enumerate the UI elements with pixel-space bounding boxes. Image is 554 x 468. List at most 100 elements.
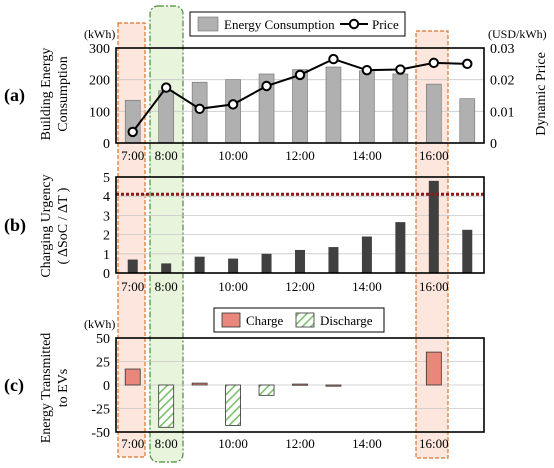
price-point [294, 69, 306, 81]
panel-c-y-axis-title-line2: to EVs [56, 369, 71, 408]
panel-c-y-tick-label: -50 [91, 426, 110, 441]
panel-b-plot-frame [115, 176, 485, 274]
panel-a-chart: 0 100 200 300 0 0.01 0.02 0.03 (kWh) (USD/kWh) (a)… [4, 11, 549, 163]
panel-a-y2-tick-label: 0.02 [490, 74, 515, 89]
panel-a-y2-tick-label: 0 [490, 137, 497, 152]
legend-swatch-charge [221, 312, 241, 328]
panel-a-y-tick-label: 100 [89, 105, 110, 120]
urgency-bar [395, 222, 406, 273]
urgency-bar [194, 256, 205, 273]
panel-a-x-tick-label: 14:00 [352, 148, 382, 163]
panel-c-x-tick-label: 16:00 [419, 436, 449, 451]
panel-b-y-axis-title: Charging Urgency [39, 174, 54, 277]
price-point [361, 64, 373, 76]
panel-b-y-axis-title-line2: ( ΔSoC / ΔT ) [56, 187, 71, 264]
panel-a-y2-unit: (USD/kWh) [488, 27, 547, 41]
price-point [462, 58, 473, 70]
urgency-bar [261, 253, 272, 273]
panel-a-x-tick-label: 7:00 [121, 148, 144, 163]
legend-swatch-consumption [197, 16, 219, 32]
urgency-bar [428, 180, 439, 273]
highlight-7am [117, 22, 146, 458]
panel-c-label: (c) [4, 375, 24, 396]
price-point [194, 103, 205, 115]
legend-label-price: Price [372, 17, 399, 32]
price-point [227, 99, 239, 110]
panel-a-y-tick-label: 300 [89, 42, 110, 57]
legend-label-discharge: Discharge [320, 313, 373, 328]
legend-label-charge: Charge [246, 313, 284, 328]
discharge-bar [225, 384, 241, 426]
urgency-bar [161, 263, 172, 273]
panel-b-y-tick-label: 3 [103, 209, 110, 224]
urgency-bar [328, 247, 339, 273]
consumption-bar [158, 90, 174, 144]
panel-a-y2-tick-label: 0.01 [490, 105, 515, 120]
panel-c-y-tick-label: -25 [91, 403, 110, 418]
consumption-bar [225, 79, 241, 144]
panel-c-y-axis-title: Energy Transmitted [39, 333, 54, 444]
consumption-bar [459, 98, 476, 144]
discharge-bar [258, 384, 275, 396]
consumption-bar [292, 69, 308, 144]
panel-b-y-tick-label: 0 [103, 267, 110, 282]
charge-bar [124, 368, 141, 386]
urgency-bar [462, 229, 473, 273]
charge-bar [292, 383, 308, 386]
price-point [127, 126, 138, 138]
panel-a-x-tick-label: 12:00 [285, 148, 315, 163]
panel-c-legend: Charge Discharge [213, 307, 385, 333]
panel-a-legend-box [189, 11, 406, 37]
panel-c-y-tick-label: 25 [96, 356, 110, 371]
panel-a-plot-frame [115, 47, 485, 144]
price-point [261, 80, 272, 92]
price-point [395, 64, 406, 75]
panel-c-x-tick-label: 7:00 [121, 436, 144, 451]
panel-a-label: (a) [4, 85, 25, 106]
urgency-bar [127, 259, 138, 273]
consumption-bar [325, 66, 342, 144]
panel-a-y2-axis-title: Dynamic Price [534, 52, 549, 136]
panel-a-y2-tick-label: 0.03 [490, 42, 515, 57]
panel-b-y-tick-label: 4 [103, 190, 110, 205]
panel-c-y-tick-label: 50 [96, 332, 110, 347]
panel-a-x-tick-label: 16:00 [419, 148, 449, 163]
legend-label-consumption: Energy Consumption [224, 17, 335, 32]
charge-bar [425, 351, 442, 386]
highlight-8am [149, 5, 184, 463]
panel-b-label: (b) [4, 215, 26, 236]
panel-a-legend: Energy Consumption Price [189, 11, 406, 37]
panel-b-x-tick-label: 7:00 [121, 279, 144, 294]
panel-b-y-tick-label: 1 [103, 248, 110, 263]
panel-b-x-tick-label: 10:00 [218, 279, 248, 294]
panel-c-chart: 50 25 0 -25 -50 (kWh) (c) Energy Transmitted to … [4, 307, 485, 451]
urgency-bar [295, 249, 305, 273]
panel-b-x-tick-label: 8:00 [155, 279, 178, 294]
consumption-bar [359, 70, 375, 144]
charge-bar [191, 382, 208, 386]
panel-b-x-tick-label: 16:00 [419, 279, 449, 294]
panel-a-y-axis-title-line2: Consumption [56, 56, 71, 131]
panel-a-x-tick-label: 10:00 [218, 148, 248, 163]
consumption-bar [392, 73, 409, 144]
legend-marker-price [348, 18, 360, 30]
discharge-bar [158, 384, 175, 428]
panel-b-chart: 0 1 2 3 4 5 (b) Charging Urgency( ΔSoC / ΔT ) 7:… [4, 171, 485, 294]
panel-c-x-tick-label: 12:00 [285, 436, 315, 451]
panel-c-plot-frame [115, 337, 485, 433]
price-point [328, 53, 339, 65]
panel-b-y-tick-label: 2 [103, 229, 110, 244]
panel-c-x-tick-label: 14:00 [352, 436, 382, 451]
price-point [428, 57, 440, 69]
urgency-bar [228, 258, 239, 273]
panel-b-y-tick-label: 5 [103, 171, 110, 186]
price-point [160, 82, 172, 93]
legend-swatch-discharge [295, 312, 315, 328]
charge-bar [325, 384, 342, 387]
panel-a-y-tick-label: 0 [103, 137, 110, 152]
panel-c-x-tick-label: 8:00 [155, 436, 178, 451]
panel-c-y-tick-label: 0 [103, 379, 110, 394]
panel-c-y-unit: (kWh) [84, 317, 115, 331]
panel-a-y-tick-label: 200 [89, 74, 110, 89]
